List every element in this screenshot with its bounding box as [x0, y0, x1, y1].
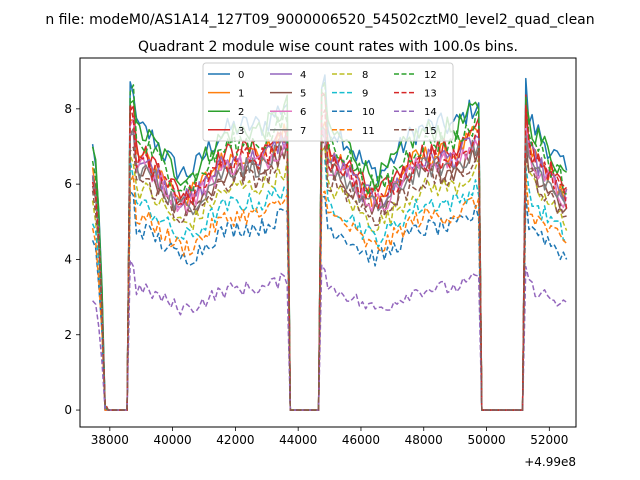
- series-line-10: [91, 189, 568, 411]
- plot-lines: [91, 74, 568, 411]
- y-tick-label: 4: [64, 252, 72, 266]
- axis-ticks: 38000 40000 42000 44000 46000 48000 50000 52000…: [64, 102, 568, 447]
- x-tick-label: 50000: [467, 433, 505, 447]
- legend-label-0: 0: [238, 70, 244, 81]
- series-line-12: [91, 81, 567, 411]
- x-tick-label: 48000: [405, 433, 443, 447]
- series-line-1: [91, 118, 568, 411]
- legend-label-10: 10: [362, 107, 375, 118]
- legend-label-11: 11: [362, 126, 375, 137]
- chart-title: Quadrant 2 module wise count rates with …: [138, 39, 518, 55]
- plot-frame: [79, 57, 577, 428]
- legend-label-4: 4: [300, 70, 306, 81]
- y-tick-label: 0: [64, 403, 72, 417]
- legend-label-7: 7: [300, 126, 306, 137]
- y-tick-label: 8: [64, 102, 72, 116]
- y-tick-label: 6: [64, 177, 72, 191]
- series-line-13: [91, 103, 568, 411]
- x-tick-label: 52000: [530, 433, 568, 447]
- legend-label-6: 6: [300, 107, 306, 118]
- x-tick-label: 38000: [91, 433, 129, 447]
- x-tick-label: 42000: [216, 433, 254, 447]
- x-tick-label: 46000: [342, 433, 380, 447]
- x-tick-label: 44000: [279, 433, 317, 447]
- legend-label-14: 14: [424, 107, 437, 118]
- x-offset-label: +4.99e8: [524, 455, 576, 469]
- legend-label-8: 8: [362, 70, 368, 81]
- series-line-11: [91, 173, 568, 411]
- legend-label-1: 1: [238, 89, 244, 100]
- legend-box: [202, 62, 454, 142]
- legend-label-9: 9: [362, 89, 368, 100]
- x-tick-label: 40000: [154, 433, 192, 447]
- legend-label-13: 13: [424, 89, 437, 100]
- legend-label-15: 15: [424, 126, 437, 137]
- series-line-2: [91, 93, 568, 411]
- legend-label-3: 3: [238, 126, 244, 137]
- y-tick-label: 2: [64, 328, 72, 342]
- figure-suptitle: n file: modeM0/AS1A14_127T09_9000006520_…: [45, 12, 594, 28]
- series-line-14: [92, 259, 568, 411]
- legend-label-12: 12: [424, 70, 437, 81]
- series-line-5: [91, 128, 568, 411]
- legend-label-5: 5: [300, 89, 306, 100]
- series-line-15: [91, 138, 567, 411]
- legend-label-2: 2: [238, 107, 244, 118]
